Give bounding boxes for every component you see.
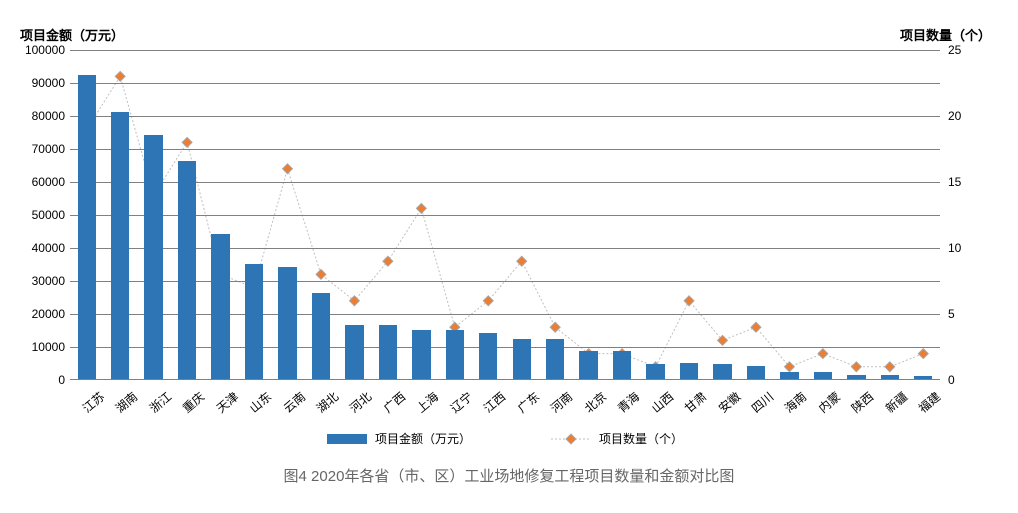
- x-label: 甘肃: [668, 388, 710, 427]
- bar: [747, 366, 765, 379]
- left-tick: 0: [15, 373, 65, 387]
- right-axis-title: 项目数量（个）: [900, 25, 991, 44]
- bar: [513, 339, 531, 379]
- bar: [713, 364, 731, 379]
- x-label: 青海: [601, 388, 643, 427]
- x-label: 新疆: [869, 388, 911, 427]
- gridline: [70, 83, 940, 84]
- gridline: [70, 116, 940, 117]
- x-label: 广东: [501, 388, 543, 427]
- bar: [245, 264, 263, 380]
- bar: [312, 293, 330, 379]
- bar: [178, 161, 196, 379]
- bar: [847, 375, 865, 379]
- left-tick: 80000: [15, 109, 65, 123]
- left-tick: 10000: [15, 340, 65, 354]
- x-label: 湖北: [300, 388, 342, 427]
- x-label: 四川: [735, 388, 777, 427]
- gridline: [70, 314, 940, 315]
- left-axis-title: 项目金额（万元）: [20, 25, 124, 44]
- bar: [680, 363, 698, 380]
- bar: [446, 330, 464, 380]
- gridline: [70, 248, 940, 249]
- x-label: 陕西: [836, 388, 878, 427]
- gridline: [70, 215, 940, 216]
- right-tick: 0: [948, 373, 955, 387]
- x-label: 江苏: [66, 388, 108, 427]
- x-label: 河南: [535, 388, 577, 427]
- gridline: [70, 50, 940, 51]
- bar: [412, 330, 430, 380]
- gridline: [70, 182, 940, 183]
- right-tick: 10: [948, 241, 961, 255]
- x-label: 河北: [334, 388, 376, 427]
- left-tick: 90000: [15, 76, 65, 90]
- chart-container: 项目金额（万元） 项目数量（个） 项目金额（万元） 项目数量（个） 图4 202…: [10, 10, 1008, 503]
- x-label: 安徽: [702, 388, 744, 427]
- x-label: 广西: [367, 388, 409, 427]
- bar: [379, 325, 397, 379]
- x-label: 湖南: [100, 388, 142, 427]
- chart-caption: 图4 2020年各省（市、区）工业场地修复工程项目数量和金额对比图: [10, 465, 1008, 486]
- left-tick: 40000: [15, 241, 65, 255]
- legend-item-line: 项目数量（个）: [551, 430, 683, 447]
- left-tick: 50000: [15, 208, 65, 222]
- bar: [881, 375, 899, 379]
- gridline: [70, 347, 940, 348]
- x-label: 上海: [401, 388, 443, 427]
- bar: [579, 351, 597, 379]
- bar: [211, 234, 229, 379]
- x-label: 北京: [568, 388, 610, 427]
- legend: 项目金额（万元） 项目数量（个）: [70, 430, 940, 447]
- bar: [646, 364, 664, 379]
- bar: [814, 372, 832, 379]
- x-label: 福建: [903, 388, 945, 427]
- bar: [78, 75, 96, 379]
- gridline: [70, 281, 940, 282]
- x-label: 山西: [635, 388, 677, 427]
- x-label: 海南: [769, 388, 811, 427]
- plot-area: [70, 50, 940, 380]
- legend-bar-swatch: [327, 434, 367, 444]
- legend-line-swatch: [551, 433, 591, 445]
- left-tick: 70000: [15, 142, 65, 156]
- bar: [613, 351, 631, 379]
- bar: [111, 112, 129, 379]
- bar: [780, 372, 798, 379]
- bar: [144, 135, 162, 379]
- left-tick: 30000: [15, 274, 65, 288]
- x-label: 辽宁: [434, 388, 476, 427]
- left-tick: 100000: [15, 43, 65, 57]
- legend-item-bar: 项目金额（万元）: [327, 430, 471, 447]
- x-label: 天津: [200, 388, 242, 427]
- left-tick: 60000: [15, 175, 65, 189]
- right-tick: 25: [948, 43, 961, 57]
- bar: [345, 325, 363, 379]
- bar: [479, 333, 497, 379]
- gridline: [70, 149, 940, 150]
- x-label: 浙江: [133, 388, 175, 427]
- left-tick: 20000: [15, 307, 65, 321]
- x-label: 重庆: [166, 388, 208, 427]
- bar: [278, 267, 296, 379]
- right-tick: 15: [948, 175, 961, 189]
- x-label: 云南: [267, 388, 309, 427]
- bar: [546, 339, 564, 379]
- x-label: 山东: [233, 388, 275, 427]
- bar: [914, 376, 932, 379]
- legend-bar-label: 项目金额（万元）: [375, 430, 471, 447]
- right-tick: 5: [948, 307, 955, 321]
- right-tick: 20: [948, 109, 961, 123]
- x-label: 江西: [468, 388, 510, 427]
- x-label: 内蒙: [802, 388, 844, 427]
- legend-line-label: 项目数量（个）: [599, 430, 683, 447]
